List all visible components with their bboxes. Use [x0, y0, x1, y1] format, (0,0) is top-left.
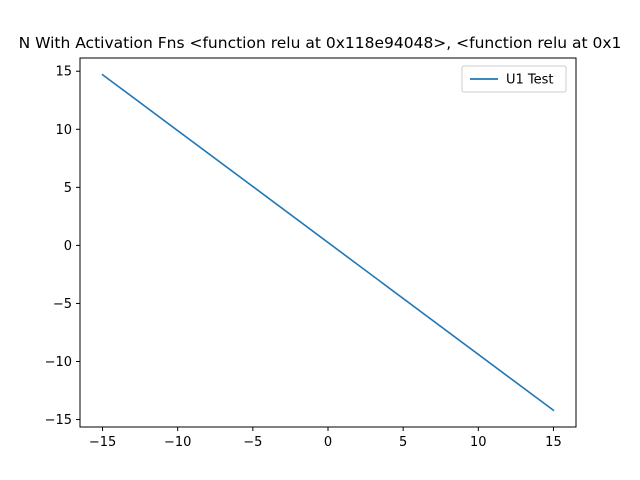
plot-area [79, 57, 577, 428]
x-tick-label: 5 [399, 435, 407, 450]
x-axis: −15 −10 −5 0 5 10 15 [89, 427, 562, 450]
y-tick-label: 0 [64, 239, 72, 254]
y-axis: −15 −10 −5 0 5 10 15 [45, 65, 80, 428]
x-tick-label: 10 [470, 435, 487, 450]
y-tick-label: −5 [53, 297, 72, 312]
series-line-u1-test [101, 73, 555, 412]
y-tick-label: −15 [45, 413, 72, 428]
y-tick-label: −10 [45, 355, 72, 370]
x-tick-label: 15 [545, 435, 562, 450]
chart-title: N With Activation Fns <function relu at … [19, 34, 622, 52]
x-tick-label: −10 [164, 435, 191, 450]
legend-label-u1-test: U1 Test [506, 73, 554, 88]
legend: U1 Test [461, 65, 567, 93]
series-layer [101, 73, 555, 412]
x-tick-label: −15 [89, 435, 116, 450]
y-tick-label: 10 [55, 123, 72, 138]
y-tick-label: 15 [55, 65, 72, 80]
legend-box [461, 65, 567, 93]
x-tick-label: −5 [243, 435, 262, 450]
x-tick-label: 0 [324, 435, 332, 450]
y-tick-label: 5 [64, 181, 72, 196]
